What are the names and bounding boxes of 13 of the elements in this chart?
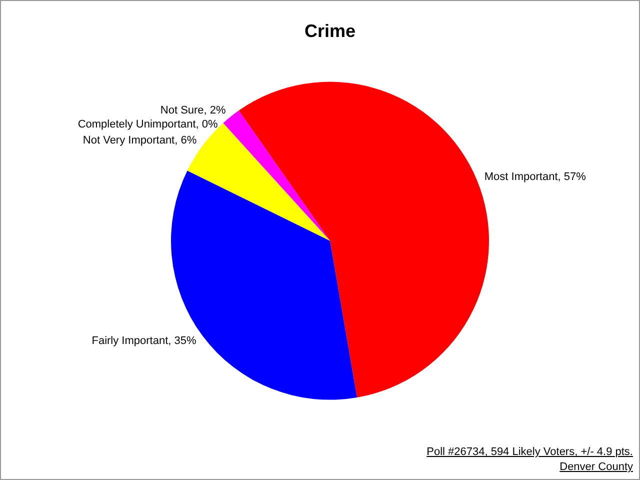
- data-label: , 6%: [174, 134, 197, 146]
- data-label: , 57%: [558, 171, 586, 184]
- data-label: , 35%: [168, 334, 196, 347]
- slice-label: Most Important: [484, 171, 558, 184]
- data-label: , 2%: [204, 104, 226, 116]
- text: , 0%: [196, 118, 218, 130]
- chart-title: Crime: [304, 20, 356, 41]
- text: Denver County: [558, 460, 633, 475]
- slice-label: Fairly Important: [92, 334, 168, 347]
- category-label: Completely Unimportant: [78, 118, 196, 130]
- slice-label: Not Very Important: [82, 134, 175, 146]
- slice-label: Not Sure: [160, 104, 204, 116]
- text: Poll #26734, 594 Likely Voters, +/- 4.9 pts.: [426, 445, 633, 460]
